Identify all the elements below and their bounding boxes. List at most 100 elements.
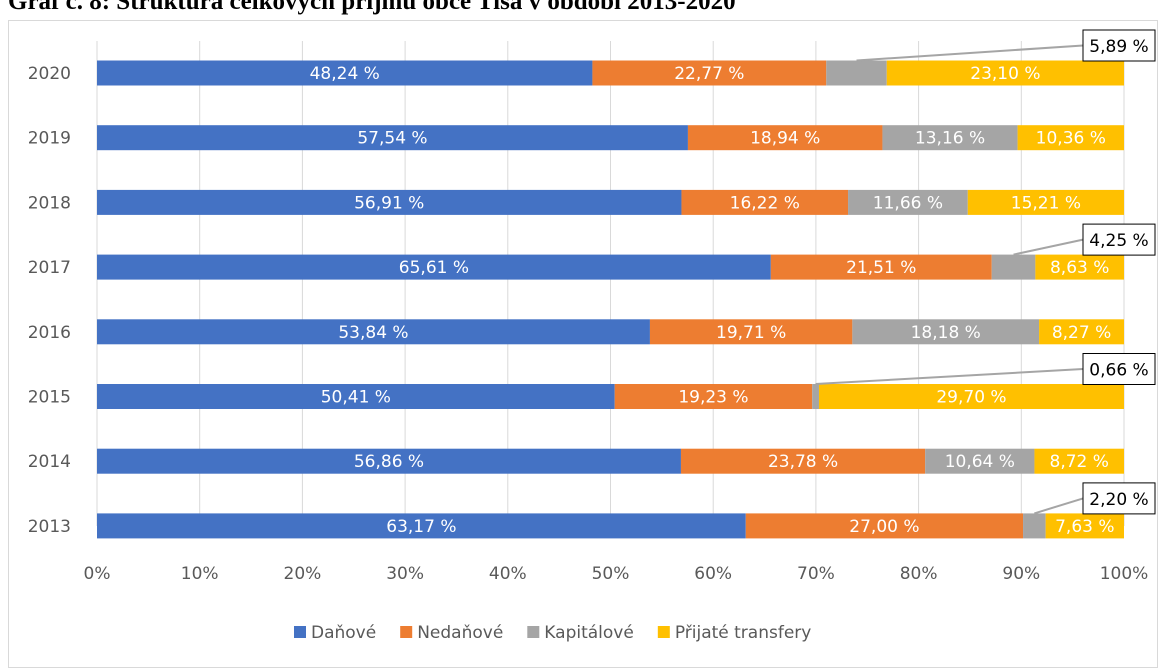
legend-label: Daňové xyxy=(311,623,376,643)
data-label: 13,16 % xyxy=(915,129,985,149)
callout-leader xyxy=(1034,497,1084,515)
y-tick-label: 2019 xyxy=(28,129,71,149)
y-tick-label: 2015 xyxy=(28,388,71,408)
legend-label: Nedaňové xyxy=(417,623,503,643)
x-tick-label: 90% xyxy=(1002,564,1040,584)
data-label: 21,51 % xyxy=(846,258,916,278)
bar-segment xyxy=(592,60,827,86)
data-label: 8,63 % xyxy=(1050,258,1109,278)
gridlines xyxy=(96,41,1125,526)
x-tick-label: 70% xyxy=(797,564,835,584)
bar-segment xyxy=(97,384,615,409)
data-label: 8,72 % xyxy=(1050,452,1109,472)
bar-segment xyxy=(680,448,926,474)
data-label: 56,86 % xyxy=(354,452,424,472)
bar-segment xyxy=(649,319,853,345)
data-label: 50,41 % xyxy=(321,388,391,408)
x-tick-label: 10% xyxy=(181,564,219,584)
bar-segment xyxy=(925,448,1035,474)
bar-segment xyxy=(818,384,1124,409)
bar-segment xyxy=(886,60,1124,86)
callout-label: 4,25 % xyxy=(1089,231,1148,251)
data-label: 18,94 % xyxy=(750,129,820,149)
data-label: 23,10 % xyxy=(970,64,1040,84)
x-tick-label: 50% xyxy=(592,564,630,584)
data-label: 7,63 % xyxy=(1055,517,1114,537)
bar-segment xyxy=(1034,448,1124,474)
bar-segment xyxy=(687,125,883,151)
bar-segment xyxy=(826,60,887,86)
bar-segment xyxy=(97,319,650,345)
bar-segment xyxy=(745,513,1024,539)
legend-swatch xyxy=(294,626,306,638)
bar-segment xyxy=(852,319,1040,345)
x-tick-label: 20% xyxy=(284,564,322,584)
bar-segment xyxy=(882,125,1018,151)
bar-segment xyxy=(1039,319,1124,345)
bar-segment xyxy=(97,60,593,86)
data-label: 65,61 % xyxy=(399,258,469,278)
data-label: 22,77 % xyxy=(674,64,744,84)
callout-box xyxy=(1082,482,1156,515)
callout-leader xyxy=(856,44,1084,62)
chart-title: Graf č. 8: Struktura celkových příjmů ob… xyxy=(8,0,736,15)
bar-segment xyxy=(681,189,849,215)
x-tick-label: 100% xyxy=(1100,564,1149,584)
data-label: 15,21 % xyxy=(1011,193,1081,213)
data-label: 48,24 % xyxy=(310,64,380,84)
bar-segment xyxy=(97,513,746,539)
y-tick-label: 2014 xyxy=(28,452,71,472)
y-tick-label: 2020 xyxy=(28,64,71,84)
bar-segment xyxy=(97,125,688,151)
y-tick-label: 2018 xyxy=(28,193,71,213)
bar-segment xyxy=(97,448,681,474)
chart-area: 48,24 % 22,77 % 23,10 % 57,54 % 18,94 % 13,16… xyxy=(8,20,1158,668)
data-label: 56,91 % xyxy=(354,193,424,213)
data-label: 29,70 % xyxy=(936,388,1006,408)
bar-segment xyxy=(1045,513,1124,539)
bars xyxy=(97,60,1124,539)
legend-swatch xyxy=(657,626,670,638)
x-tick-label: 30% xyxy=(386,564,424,584)
chart-svg: 48,24 % 22,77 % 23,10 % 57,54 % 18,94 % 13,16… xyxy=(28,29,1156,643)
y-tick-label: 2013 xyxy=(28,517,71,537)
callout-label: 0,66 % xyxy=(1089,361,1148,381)
x-tick-label: 40% xyxy=(489,564,527,584)
x-axis-ticks: 0% 10% 20% 30% 40% 50% 60% 70% 80% 90% 100% xyxy=(84,564,1149,584)
data-label: 57,54 % xyxy=(357,129,427,149)
x-tick-label: 80% xyxy=(900,564,938,584)
x-tick-label: 60% xyxy=(694,564,732,584)
data-label: 63,17 % xyxy=(386,517,456,537)
callout-box xyxy=(1082,353,1156,385)
data-label: 16,22 % xyxy=(730,193,800,213)
legend-label: Kapitálové xyxy=(544,623,634,643)
bar-segment xyxy=(97,254,771,280)
callout-leader xyxy=(1013,238,1084,256)
data-label: 27,00 % xyxy=(849,517,919,537)
data-label: 19,23 % xyxy=(678,388,748,408)
data-label: 11,66 % xyxy=(873,193,943,213)
bar-segment xyxy=(614,384,813,409)
bar-segment xyxy=(1017,125,1124,151)
data-label: 10,36 % xyxy=(1036,129,1106,149)
legend-swatch xyxy=(400,626,413,638)
bar-segment xyxy=(97,189,682,215)
x-tick-label: 0% xyxy=(84,564,111,584)
bar-segment xyxy=(1023,513,1046,539)
bar-segment xyxy=(848,189,968,215)
data-labels: 48,24 % 22,77 % 23,10 % 57,54 % 18,94 % 13,16… xyxy=(310,64,1115,537)
data-label: 18,18 % xyxy=(911,323,981,343)
bar-segment xyxy=(967,189,1124,215)
legend: Daňové Nedaňové Kapitálové Přijaté transfer… xyxy=(294,623,811,643)
bar-segment xyxy=(770,254,992,280)
callout-label: 5,89 % xyxy=(1089,37,1148,57)
y-tick-label: 2017 xyxy=(28,258,71,278)
bar-segment xyxy=(1035,254,1124,280)
legend-label: Přijaté transfery xyxy=(675,623,812,643)
data-label: 23,78 % xyxy=(768,452,838,472)
callout-box xyxy=(1082,29,1156,62)
data-label: 53,84 % xyxy=(338,323,408,343)
callout-label: 2,20 % xyxy=(1089,490,1148,510)
data-label: 8,27 % xyxy=(1052,323,1111,343)
data-label: 19,71 % xyxy=(716,323,786,343)
